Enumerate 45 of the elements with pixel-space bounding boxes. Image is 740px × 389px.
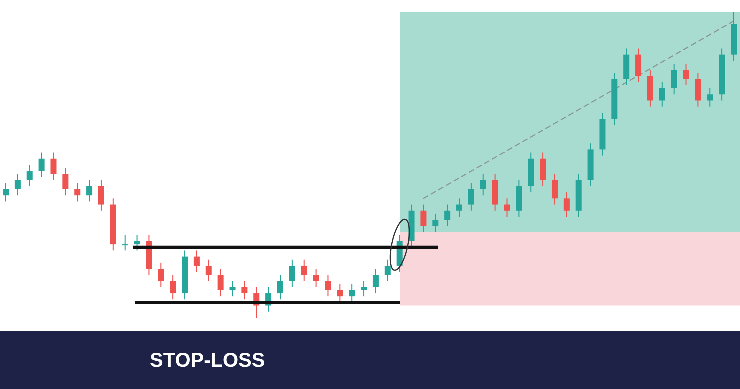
candlestick xyxy=(444,204,451,227)
candlestick xyxy=(158,262,164,288)
candlestick xyxy=(325,274,332,298)
candlestick xyxy=(98,180,104,212)
candlestick xyxy=(3,182,9,202)
candlestick xyxy=(170,274,176,300)
candlestick xyxy=(540,152,546,187)
candlestick xyxy=(468,182,474,212)
candlestick xyxy=(372,268,379,294)
candlestick xyxy=(432,213,439,233)
candlestick xyxy=(86,180,93,202)
candlestick xyxy=(194,250,200,273)
candlestick xyxy=(62,168,69,196)
candlestick xyxy=(671,64,678,96)
candlestick xyxy=(349,284,356,304)
candlestick xyxy=(277,274,284,300)
candlestick xyxy=(659,82,666,108)
candlestick xyxy=(695,72,702,108)
text: STOP-LOSS xyxy=(150,350,266,372)
candlestick xyxy=(14,174,21,196)
candlestick xyxy=(122,234,128,252)
candlestick xyxy=(38,152,45,178)
candlestick xyxy=(26,164,33,187)
candlestick xyxy=(564,192,570,218)
candlestick xyxy=(480,174,486,196)
candlestick xyxy=(301,259,308,282)
candlestick xyxy=(504,198,510,218)
candlestick xyxy=(552,174,558,206)
candlestick xyxy=(313,268,320,288)
candlestick xyxy=(456,198,463,218)
candlestick xyxy=(420,204,427,233)
candlestick xyxy=(74,182,81,202)
candlestick xyxy=(683,64,690,86)
candlestick xyxy=(50,152,57,181)
candlestick xyxy=(361,280,368,298)
candlestick xyxy=(218,268,224,298)
candlestick xyxy=(636,48,642,83)
candlestick xyxy=(337,284,344,304)
candlestick xyxy=(206,259,212,282)
candlestick xyxy=(134,234,140,252)
candlestick xyxy=(289,259,296,288)
candlestick xyxy=(707,88,714,108)
candlestick xyxy=(230,280,236,298)
candlestick xyxy=(242,280,248,300)
candlestick xyxy=(384,259,391,282)
